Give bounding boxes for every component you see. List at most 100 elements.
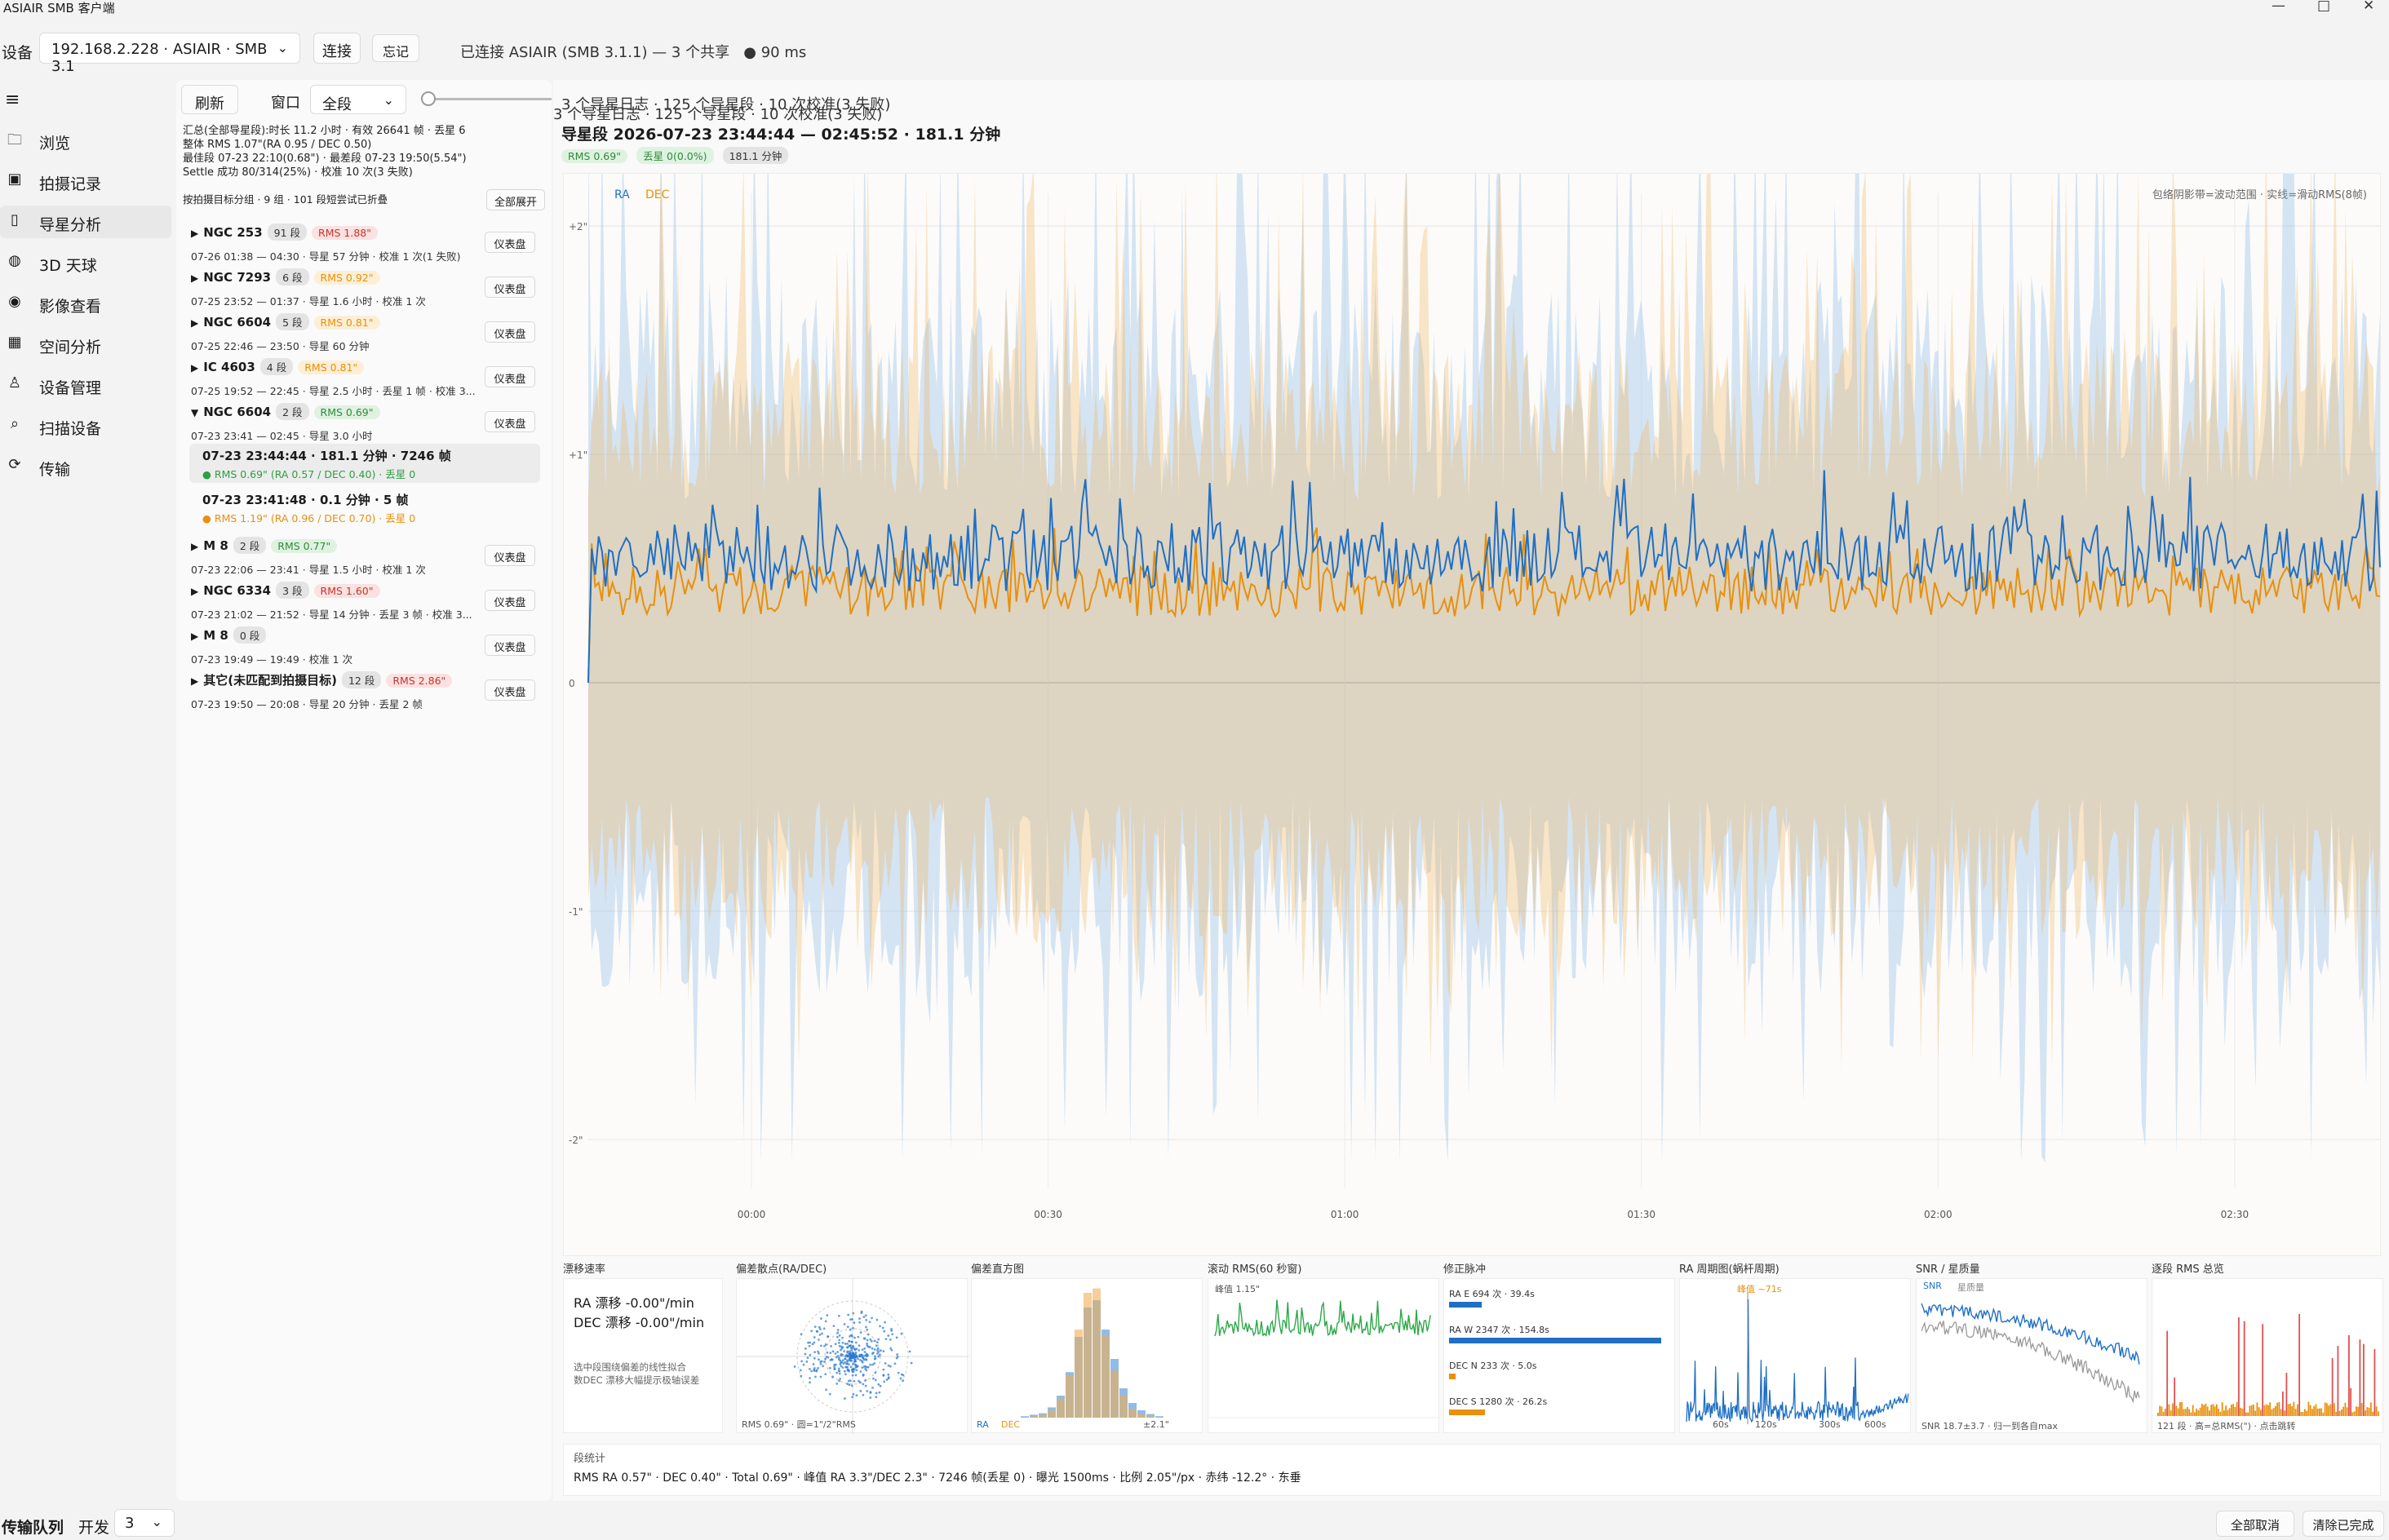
segment-rms-bar	[2306, 1410, 2308, 1416]
expand-all-button[interactable]: 全部展开	[486, 189, 545, 210]
guide-error-svg: RA DEC 包络阴影带=波动范围 · 实线=滑动RMS(8帧) +2" +1" 0 -1"…	[569, 135, 2381, 1220]
dashboard-button[interactable]: 仪表盘	[485, 232, 535, 253]
dashboard-button[interactable]: 仪表盘	[485, 635, 535, 656]
scatter-point	[832, 1325, 835, 1327]
expand-arrow-icon[interactable]: ▶	[191, 317, 199, 329]
expand-arrow-icon[interactable]: ▼	[191, 407, 199, 418]
maximize-icon[interactable]: □	[2317, 0, 2331, 14]
segment-rms-bar	[2324, 1402, 2326, 1416]
target-group[interactable]: ▶ M 8 2 段 RMS 0.77" 07-23 22:06 — 23:41 · 导星…	[191, 537, 550, 578]
target-group[interactable]: ▼ NGC 6604 2 段 RMS 0.69" 07-23 23:41 — 02:45…	[191, 403, 550, 444]
scatter-point	[858, 1349, 861, 1352]
rms-badge: RMS 0.81"	[313, 316, 380, 330]
analysis-panel-1[interactable]: 偏差散点(RA/DEC) RMS 0.69" · 圆=1"/2"RMS	[736, 1260, 968, 1434]
analysis-panel-0[interactable]: 漂移速率 RA 漂移 -0.00"/min DEC 漂移 -0.00"/min 选中段…	[563, 1260, 795, 1433]
target-group[interactable]: ▶ IC 4603 4 段 RMS 0.81" 07-25 19:52 — 22:45 …	[191, 358, 550, 399]
cancel-all-button[interactable]: 全部取消	[2216, 1511, 2294, 1537]
clear-completed-button[interactable]: 清除已完成	[2303, 1511, 2384, 1537]
device-select[interactable]: 192.168.2.228 · ASIAIR · SMB 3.1 ⌄	[39, 33, 300, 75]
sidebar-item-8[interactable]: ⟳ 传输	[0, 450, 171, 483]
guide-segment-item[interactable]: 07-23 23:44:44 · 181.1 分钟 · 7246 帧 ● RMS …	[189, 444, 540, 483]
histogram-bar-ra	[1155, 1416, 1163, 1418]
close-icon[interactable]: ✕	[2363, 0, 2375, 14]
connect-button[interactable]: 连接	[313, 33, 361, 64]
rms-badge: RMS 0.69"	[561, 149, 627, 163]
periodogram-peak: 峰值 ~71s	[1737, 1284, 1782, 1294]
window-slider-thumb[interactable]	[421, 91, 436, 106]
expand-arrow-icon[interactable]: ▶	[191, 362, 199, 374]
analysis-panel-6[interactable]: SNR / 星质量 SNR 星质量 SNR 18.7±3.7 · 归一到各自max	[1916, 1260, 2147, 1433]
segment-count-badge: 2 段	[233, 537, 267, 554]
segment-rms-bar	[2267, 1405, 2269, 1416]
dashboard-button[interactable]: 仪表盘	[485, 366, 535, 387]
target-group[interactable]: ▶ NGC 7293 6 段 RMS 0.92" 07-25 23:52 — 01:37…	[191, 268, 550, 309]
analysis-panel-5[interactable]: RA 周期图(蜗杆周期) 峰值 ~71s 60s 120s 300s 600s	[1679, 1260, 1911, 1433]
scatter-point	[848, 1352, 851, 1356]
sidebar-item-0[interactable]: 🗀 浏览	[0, 124, 171, 157]
scatter-point	[838, 1372, 841, 1375]
hamburger-menu-icon[interactable]: ≡	[5, 90, 20, 110]
chevron-down-icon: ⌄	[151, 1514, 162, 1529]
dashboard-button[interactable]: 仪表盘	[485, 590, 535, 611]
window-slider-track[interactable]	[421, 98, 552, 100]
sidebar-item-6[interactable]: ♙ 设备管理	[0, 369, 171, 401]
concurrency-select[interactable]: 3 ⌄	[114, 1509, 175, 1537]
analysis-panel-3[interactable]: 滚动 RMS(60 秒窗) 峰值 1.15"	[1208, 1260, 1440, 1433]
sidebar-item-7[interactable]: ⌕ 扫描设备	[0, 409, 171, 442]
analysis-panel-7[interactable]: 逐段 RMS 总览 121 段 · 高=总RMS(") · 点击跳转	[2152, 1260, 2383, 1433]
expand-arrow-icon[interactable]: ▶	[191, 541, 199, 552]
guide-segment-item[interactable]: 07-23 23:41:48 · 0.1 分钟 · 5 帧 ● RMS 1.19"…	[189, 488, 540, 527]
expand-arrow-icon[interactable]: ▶	[191, 675, 199, 687]
segment-rms-bar	[2223, 1410, 2225, 1416]
dashboard-button[interactable]: 仪表盘	[485, 679, 535, 701]
refresh-button[interactable]: 刷新	[181, 85, 238, 114]
scatter-point	[841, 1359, 844, 1362]
scatter-point	[875, 1349, 879, 1352]
panel-box: 峰值 1.15"	[1208, 1278, 1440, 1433]
target-group[interactable]: ▶ NGC 6334 3 段 RMS 1.60" 07-23 21:02 — 21:52…	[191, 582, 550, 622]
sidebar-item-label: 拍摄记录	[39, 175, 102, 193]
sidebar-item-3[interactable]: ◍ 3D 天球	[0, 246, 171, 279]
analysis-panel-2[interactable]: 偏差直方图 RA DEC ±2.1"	[971, 1260, 1203, 1433]
scatter-point	[853, 1363, 857, 1366]
scatter-point	[837, 1342, 840, 1344]
scatter-point	[863, 1347, 867, 1350]
scatter-point	[867, 1365, 870, 1369]
scatter-point	[812, 1363, 815, 1365]
dashboard-button[interactable]: 仪表盘	[485, 411, 535, 432]
forget-button[interactable]: 忘记	[372, 34, 419, 62]
target-group[interactable]: ▶ M 8 0 段 07-23 19:49 — 19:49 · 校准 1 次 仪表盘	[191, 626, 550, 667]
expand-arrow-icon[interactable]: ▶	[191, 228, 199, 239]
scatter-point	[871, 1352, 874, 1355]
minimize-icon[interactable]: —	[2272, 0, 2285, 14]
histogram-bar-dec	[1066, 1374, 1074, 1418]
dashboard-button[interactable]: 仪表盘	[485, 321, 535, 343]
globe-icon: ◍	[8, 252, 21, 269]
dashboard-button[interactable]: 仪表盘	[485, 545, 535, 566]
target-group[interactable]: ▶ NGC 253 91 段 RMS 1.88" 07-26 01:38 — 04:30…	[191, 223, 550, 264]
sidebar-item-5[interactable]: ▦ 空间分析	[0, 328, 171, 361]
sidebar-item-1[interactable]: ▣ 拍摄记录	[0, 165, 171, 197]
group-subtitle: 07-25 23:52 — 01:37 · 导星 1.6 小时 · 校准 1 次	[191, 295, 426, 308]
histogram-bar-ra	[1030, 1414, 1038, 1418]
window-select[interactable]: 全段 ⌄	[310, 85, 406, 114]
guide-error-chart[interactable]: RA DEC 包络阴影带=波动范围 · 实线=滑动RMS(8帧) +2" +1" 0 -1"…	[563, 135, 2381, 1256]
panel-box: RA 漂移 -0.00"/min DEC 漂移 -0.00"/min 选中段围绕偏差…	[563, 1278, 723, 1433]
segment-rms-bar	[2360, 1403, 2363, 1416]
analysis-panel-4[interactable]: 修正脉冲 RA E 694 次 · 39.4s RA W 2347 次 · 154.…	[1443, 1260, 1675, 1433]
scatter-point	[842, 1362, 845, 1365]
scatter-point	[859, 1331, 862, 1334]
target-group[interactable]: ▶ NGC 6604 5 段 RMS 0.81" 07-25 22:46 — 23:50…	[191, 313, 550, 354]
expand-arrow-icon[interactable]: ▶	[191, 586, 199, 597]
sidebar-item-4[interactable]: ◉ 影像查看	[0, 287, 171, 320]
sidebar-item-2[interactable]: ▯ 导星分析	[0, 206, 171, 238]
segment-rms-bar	[2315, 1404, 2317, 1416]
scatter-point	[855, 1365, 858, 1368]
scatter-point	[861, 1360, 863, 1362]
scatter-point	[849, 1356, 853, 1360]
dashboard-button[interactable]: 仪表盘	[485, 277, 535, 298]
target-group[interactable]: ▶ 其它(未匹配到拍摄目标) 12 段 RMS 2.86" 07-23 19:50 — …	[191, 671, 550, 712]
expand-arrow-icon[interactable]: ▶	[191, 631, 199, 642]
expand-arrow-icon[interactable]: ▶	[191, 272, 199, 284]
scatter-point	[859, 1389, 862, 1392]
